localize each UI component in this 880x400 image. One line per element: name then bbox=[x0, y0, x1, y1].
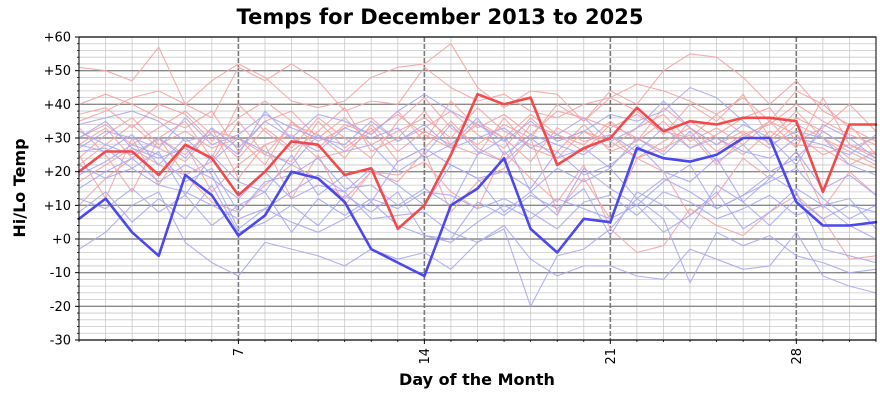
series-line-highlight-low-1 bbox=[77, 136, 878, 278]
chart-title: Temps for December 2013 to 2025 bbox=[237, 5, 644, 29]
highlighted-series bbox=[77, 92, 878, 278]
series-line-high-2 bbox=[78, 43, 877, 156]
x-tick-label: 7 bbox=[232, 348, 247, 356]
series-line-low-16 bbox=[78, 120, 877, 243]
y-tick-label: +60 bbox=[44, 31, 71, 46]
x-axis-ticks: 7 14 21 28 bbox=[78, 340, 877, 365]
series-line-low-23 bbox=[78, 137, 877, 220]
series-line-low-19 bbox=[78, 123, 877, 173]
y-tick-label: -20 bbox=[50, 300, 71, 315]
y-tick-label: +20 bbox=[44, 165, 71, 180]
y-tick-label: +30 bbox=[44, 132, 71, 147]
x-tick-label: 14 bbox=[418, 348, 433, 365]
series-line-low-15 bbox=[78, 147, 877, 307]
series-line-low-25 bbox=[78, 187, 877, 233]
background-series bbox=[78, 43, 877, 307]
series-line-highlight-high-0 bbox=[77, 92, 878, 231]
series-line-low-20 bbox=[78, 117, 877, 159]
x-tick-label: 21 bbox=[604, 348, 619, 365]
series-line-low-24 bbox=[78, 184, 877, 240]
y-tick-label: +40 bbox=[44, 98, 71, 113]
series-line-low-22 bbox=[78, 86, 877, 176]
y-tick-label: +0 bbox=[52, 233, 71, 248]
x-axis-label: Day of the Month bbox=[399, 370, 555, 389]
y-tick-label: -30 bbox=[50, 334, 71, 349]
y-axis-label: Hi/Lo Temp bbox=[10, 138, 29, 237]
y-tick-label: +50 bbox=[44, 64, 71, 79]
y-tick-label: +10 bbox=[44, 199, 71, 214]
series-line-high-3 bbox=[78, 63, 877, 142]
series-line-high-10 bbox=[78, 137, 877, 220]
series-line-low-21 bbox=[78, 100, 877, 166]
y-tick-label: -10 bbox=[50, 266, 71, 281]
x-tick-label: 28 bbox=[790, 348, 805, 365]
y-axis-ticks: -30 -20 -10 +0 +10 +20 +30 +40 +50 +60 bbox=[44, 31, 79, 349]
